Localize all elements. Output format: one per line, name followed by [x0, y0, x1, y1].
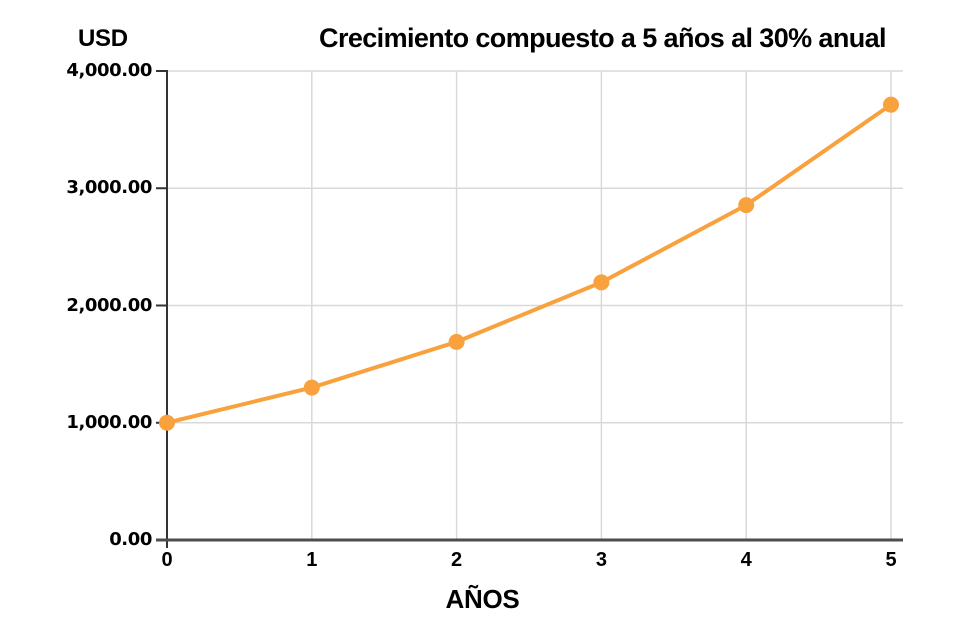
data-point — [593, 274, 610, 291]
data-point — [448, 333, 465, 350]
y-axis-title: USD — [78, 25, 128, 52]
data-point — [159, 414, 175, 431]
data-point — [738, 197, 755, 214]
chart-title: Crecimiento compuesto a 5 años al 30% an… — [319, 23, 887, 53]
x-axis-title: AÑOS — [445, 584, 520, 614]
series-line — [165, 102, 893, 425]
data-point — [303, 379, 320, 396]
data-point — [883, 96, 899, 113]
